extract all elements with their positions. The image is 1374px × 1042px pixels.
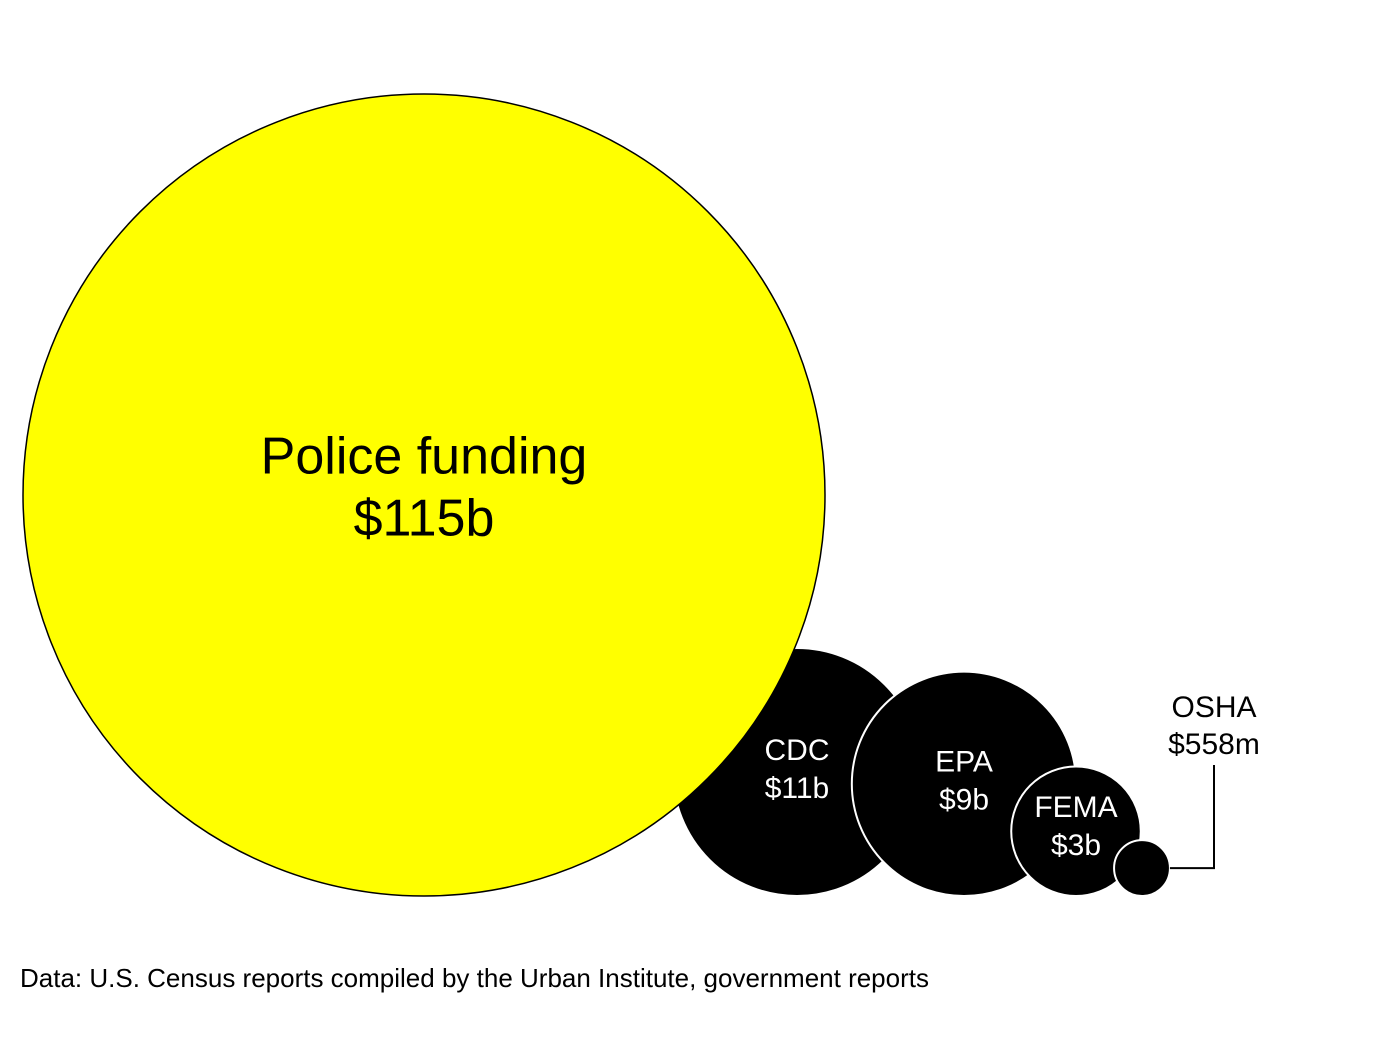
bubble-label: OSHA [1171, 691, 1256, 724]
value-label: $11b [765, 772, 830, 805]
value-label: $558m [1168, 728, 1260, 761]
bubble-label: CDC [765, 734, 830, 767]
bubble [22, 93, 826, 897]
value-label: $3b [1051, 829, 1101, 862]
bubble [1010, 765, 1142, 898]
bubble-label: Police funding [261, 428, 588, 486]
labels: CDC $11b EPA $9b FEMA $3b OSHA $558m Police fund… [261, 428, 1260, 870]
value-label: $9b [939, 784, 989, 817]
value-label: $115b [354, 490, 495, 548]
source-note: Data: U.S. Census reports compiled by th… [20, 963, 929, 993]
bubble [1113, 839, 1171, 897]
bubble-label: EPA [935, 746, 993, 779]
leader-line [1169, 765, 1215, 870]
bubbles [22, 93, 1171, 898]
bubble-label: FEMA [1034, 791, 1117, 824]
